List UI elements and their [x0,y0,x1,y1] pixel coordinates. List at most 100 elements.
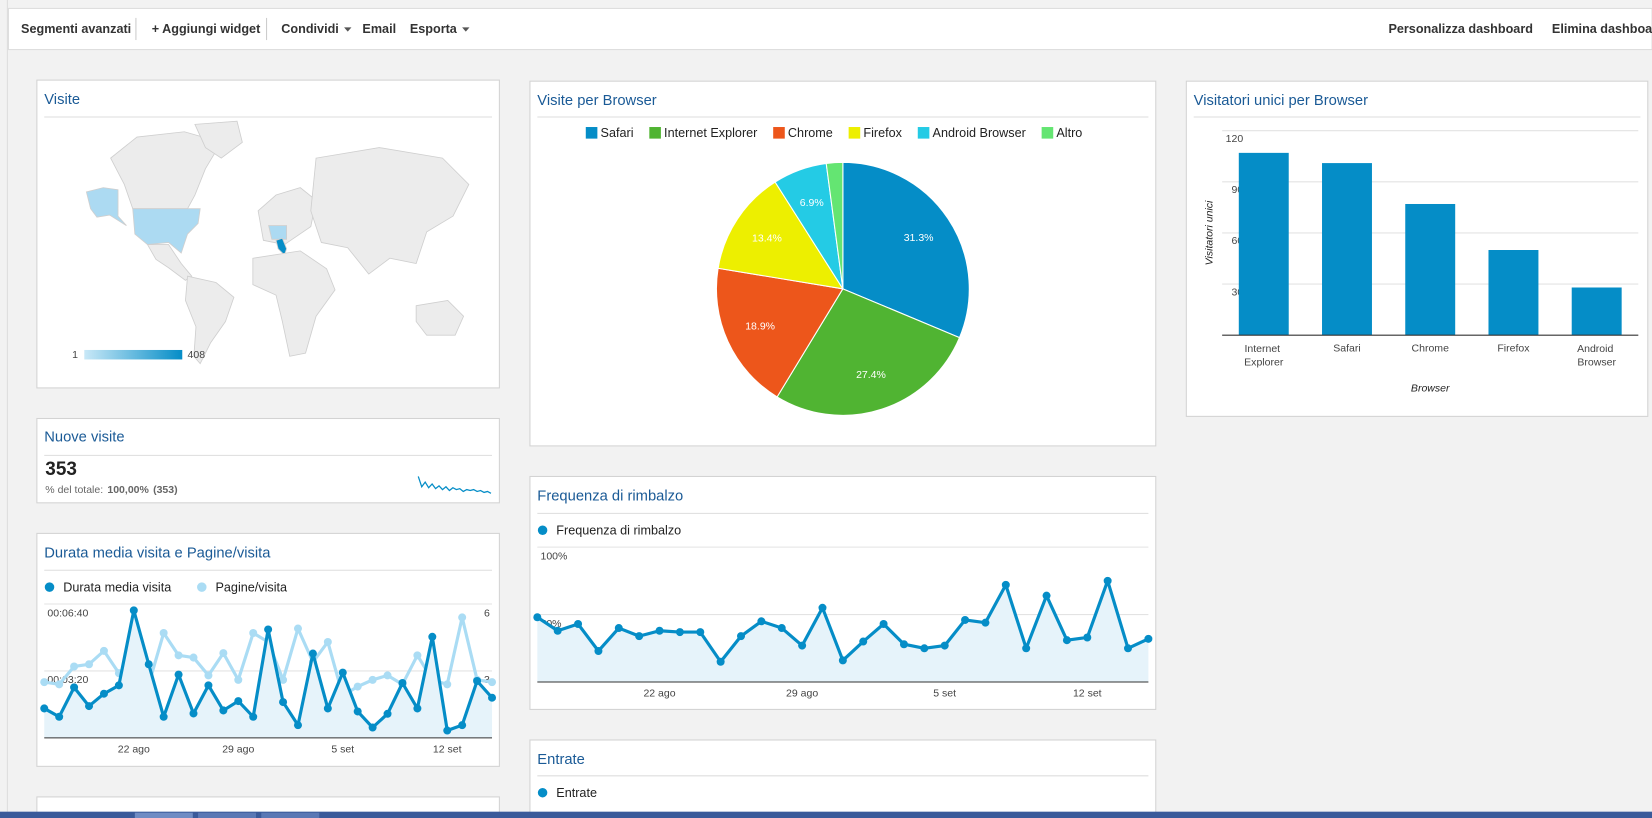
widget-title: Entrate [537,752,585,768]
point [1042,591,1051,600]
point [338,668,347,677]
toolbar-button[interactable]: Personalizza dashboard [1388,22,1532,36]
point [961,615,970,624]
widget-title: Frequenza di rimbalzo [537,488,683,504]
legend-label: Altro [1056,126,1082,140]
point [899,640,908,649]
point [594,646,603,655]
legend-label: Pagine/visita [215,581,288,595]
point [798,641,807,650]
taskbar-item[interactable] [261,812,320,818]
point [838,656,847,665]
legend-marker [537,787,548,798]
bar [1405,203,1456,336]
metric-share: % del totale: 100,00% (353) [45,484,177,496]
x-tick-label: 5 set [331,743,354,755]
point [1103,576,1112,585]
point [1001,580,1010,589]
point [353,682,362,691]
point [234,675,243,684]
point [293,721,302,730]
point [757,617,766,626]
x-tick-label: 12 set [433,743,462,755]
point [85,702,94,711]
point [879,619,888,629]
point [383,671,392,680]
bar [1488,250,1539,336]
legend-label: Android Browser [933,126,1026,140]
point [716,657,725,666]
legend-marker [1041,127,1054,139]
point [1124,644,1133,653]
country [85,187,127,226]
point [981,618,990,627]
point [488,678,497,687]
point [1144,634,1153,643]
toolbar-button[interactable]: Segmenti avanzati [21,22,131,36]
point [574,619,583,629]
widget [529,739,1157,818]
toolbar-button[interactable]: Condividi [281,22,339,36]
legend-min: 1 [72,349,78,361]
land [415,299,465,336]
taskbar-item[interactable] [198,812,257,818]
slice-label: 31.3% [904,232,934,244]
y-tick-label: 100% [540,550,567,562]
widget-title: Visite [44,92,80,108]
point [159,629,168,638]
point [353,707,362,716]
taskbar-item[interactable] [134,812,193,818]
land [310,147,470,275]
point [553,626,562,635]
point [293,624,302,633]
point [413,651,422,660]
land [110,131,222,210]
point [737,632,746,641]
point [1062,636,1071,645]
slice-label: 18.9% [745,321,775,333]
pie-slice [842,161,970,339]
x-tick-label: Internet Explorer [1244,343,1284,369]
legend-label: Entrate [556,786,597,800]
country [275,237,288,256]
share-value: 100,00% [107,484,149,496]
x-tick-label: Firefox [1497,343,1530,355]
point [174,670,183,679]
legend-marker [197,582,207,592]
point [675,628,684,637]
y-tick-label: 90 [1232,184,1244,196]
point [368,723,377,732]
point [70,683,79,692]
point [383,709,392,718]
pie-slice [717,181,844,290]
x-axis-label: Browser [1411,383,1450,395]
x-tick-label: 12 set [1073,687,1102,699]
legend-label: Durata media visita [63,581,172,595]
point [1083,633,1092,642]
y-axis-label: Visitatori unici [1203,200,1215,265]
y2-tick-label: 6 [484,607,490,619]
widget-title: Nuove visite [44,429,124,445]
toolbar-button[interactable]: Email [362,22,396,36]
toolbar-button[interactable]: Esporta [410,22,458,36]
slice-label: 6.9% [800,197,824,209]
point [144,660,153,669]
pie-slice [825,161,844,289]
toolbar-button[interactable]: + Aggiungi widget [152,22,261,36]
toolbar [7,7,1652,51]
point [777,624,786,633]
legend-marker [649,127,661,139]
widget-title: Visitatori unici per Browser [1194,93,1368,109]
x-tick-label: 22 ago [118,743,150,755]
land [194,120,243,159]
point [204,671,213,680]
point [920,644,929,653]
toolbar-button[interactable]: Elimina dashboard [1552,22,1652,36]
point [40,704,49,713]
legend-label: Internet Explorer [664,126,757,140]
x-tick-label: Safari [1333,343,1360,355]
point [635,632,644,641]
share-label: % del totale: [45,484,103,496]
